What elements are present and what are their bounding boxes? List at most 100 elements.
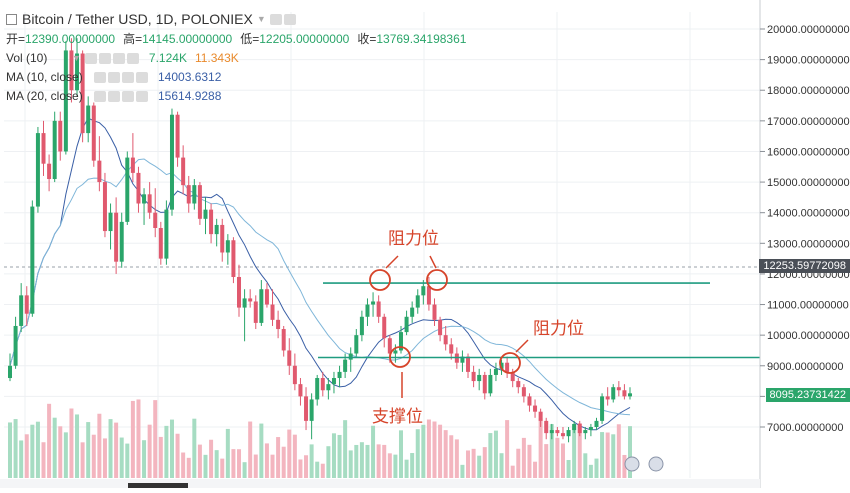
volume-bar	[510, 465, 515, 478]
candle-body	[516, 381, 521, 388]
volume-bar	[466, 450, 471, 478]
close-icon[interactable]	[126, 53, 139, 64]
volume-bar	[544, 444, 549, 478]
volume-bar	[555, 437, 560, 478]
candle	[505, 356, 510, 379]
candle	[549, 423, 554, 440]
candle-body	[130, 157, 135, 173]
candle	[197, 182, 202, 225]
chevron-down-icon[interactable]: ▼	[72, 53, 81, 63]
candle	[460, 350, 465, 372]
candle	[477, 368, 482, 391]
hide-icon[interactable]	[108, 91, 120, 102]
candle-body	[577, 423, 582, 434]
volume-bar	[52, 417, 57, 478]
candle-body	[52, 120, 57, 180]
hide-icon[interactable]	[283, 13, 296, 25]
candle	[488, 368, 493, 397]
candle	[13, 316, 18, 369]
settings-icon[interactable]	[269, 13, 282, 25]
resistance-label-2: 阻力位	[533, 319, 584, 339]
volume-bar	[264, 443, 269, 478]
candle-body	[8, 365, 12, 379]
add-icon[interactable]	[122, 72, 134, 83]
volume-bar	[19, 440, 24, 478]
add-icon[interactable]	[112, 53, 125, 64]
candle	[237, 264, 242, 317]
volume-bar	[398, 430, 403, 478]
candle	[75, 38, 80, 97]
candle	[376, 295, 381, 323]
high-value: 14145.00000000	[142, 32, 233, 46]
volume-bar	[41, 442, 46, 478]
candle-body	[197, 185, 202, 219]
candle-body	[114, 212, 119, 262]
candle-body	[482, 374, 487, 394]
volume-bar	[158, 436, 163, 478]
candle-body	[125, 157, 130, 222]
indicator-ma20[interactable]: MA (20, close) 15614.9288	[6, 87, 474, 106]
indicator-vol[interactable]: Vol (10) ▼ 7.124K 11.343K	[6, 49, 474, 68]
candle	[58, 111, 63, 161]
candle-body	[119, 221, 124, 262]
candle-body	[600, 396, 605, 421]
volume-bar	[248, 421, 253, 478]
candle-body	[605, 396, 610, 400]
candle-body	[97, 160, 102, 183]
candle-body	[488, 374, 493, 394]
candle-body	[142, 194, 147, 204]
candle-body	[214, 224, 219, 235]
volume-bar	[108, 419, 113, 478]
candle	[259, 280, 264, 326]
hide-icon[interactable]	[98, 53, 111, 64]
volume-bar	[393, 454, 398, 478]
candle	[292, 353, 297, 391]
indicator-ma10[interactable]: MA (10, close) 14003.6312	[6, 68, 474, 87]
candle-body	[421, 286, 426, 296]
volume-bars	[8, 399, 632, 478]
candle	[622, 384, 627, 400]
candle-body	[538, 411, 543, 421]
volume-bar	[516, 448, 521, 478]
volume-bar	[270, 454, 275, 478]
candle-body	[86, 105, 91, 134]
vol-value-up: 7.124K	[148, 51, 187, 65]
volume-bar	[493, 430, 498, 478]
volume-bar	[125, 443, 130, 478]
close-icon[interactable]	[136, 91, 148, 102]
settings-icon[interactable]	[94, 91, 106, 102]
candle-body	[365, 304, 370, 317]
ohlc-row: 开= 12390.00000000 高= 14145.00000000 低= 1…	[6, 30, 474, 49]
volume-bar	[382, 444, 387, 478]
candle-body	[298, 384, 303, 397]
candle-body	[259, 289, 264, 323]
ma10-line	[9, 117, 631, 431]
volume-bar	[292, 434, 297, 478]
candle-body	[19, 295, 24, 326]
candle	[516, 378, 521, 394]
candle	[19, 283, 24, 333]
chevron-down-icon[interactable]: ▼	[256, 14, 266, 24]
candle	[628, 387, 632, 400]
time-axis	[0, 456, 760, 488]
candle-body	[169, 114, 174, 210]
volume-bar	[169, 419, 174, 478]
volume-bar	[443, 430, 448, 478]
candle-body	[136, 172, 141, 204]
close-icon[interactable]	[136, 72, 148, 83]
volume-bar	[309, 444, 314, 478]
settings-icon[interactable]	[94, 72, 106, 83]
candle	[119, 212, 124, 268]
add-icon[interactable]	[122, 91, 134, 102]
candle	[214, 218, 219, 247]
candle	[63, 41, 68, 155]
volume-bar	[560, 443, 565, 478]
settings-icon[interactable]	[84, 53, 97, 64]
candle-body	[220, 224, 225, 253]
collapse-icon[interactable]	[6, 13, 17, 25]
hide-icon[interactable]	[108, 72, 120, 83]
candle-body	[292, 365, 297, 385]
volume-bar	[75, 414, 80, 478]
